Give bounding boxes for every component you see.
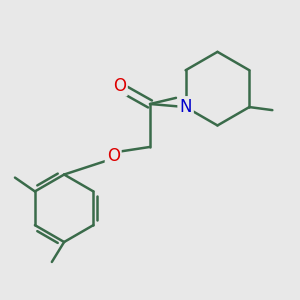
Text: O: O (107, 147, 120, 165)
Text: O: O (113, 76, 126, 94)
Text: N: N (179, 98, 192, 116)
